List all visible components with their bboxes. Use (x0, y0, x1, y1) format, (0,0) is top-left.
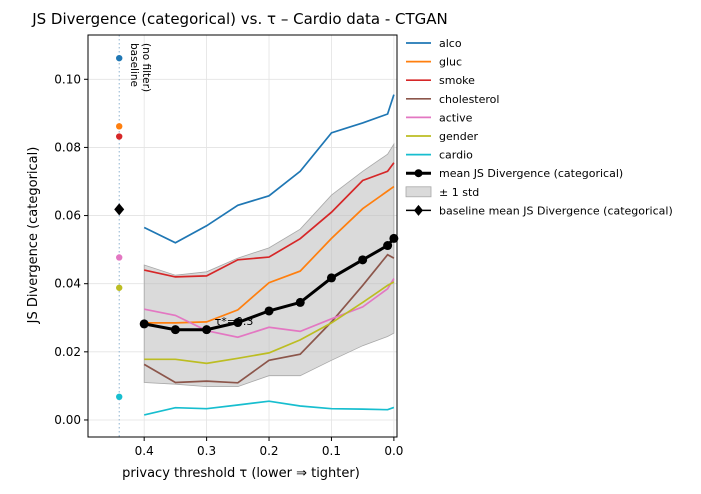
plot-area: baseline(no filter) τ*=0.3 0.4 0.3 0.2 0.1 0.0… (54, 34, 403, 458)
mean-point-6 (326, 273, 336, 283)
legend-label-smoke: smoke (439, 74, 475, 87)
legend-label-mean-js-divergence-categorical-: mean JS Divergence (categorical) (439, 167, 623, 180)
baseline-point-active (116, 254, 123, 261)
series-line-smoke (144, 162, 395, 278)
legend-label-baseline-mean-js-divergence-categorical-: baseline mean JS Divergence (categorical… (439, 204, 673, 217)
legend-marker-mean (414, 169, 423, 178)
y-axis-label: JS Divergence (categorical) (26, 147, 41, 325)
series-line-gender (144, 281, 395, 365)
y-tick-label-1: 0.02 (54, 345, 81, 359)
baseline-mean-marker (114, 203, 125, 216)
axes-frame (87, 34, 398, 438)
mean-point-1 (170, 325, 180, 335)
tau-star-annotation: τ*=0.3 (215, 315, 254, 328)
baseline-point-alco (116, 54, 123, 62)
mean-point-2 (202, 325, 212, 335)
baseline-label-line2: (no filter) (140, 43, 152, 92)
legend-label-alco: alco (439, 37, 462, 50)
series-line-cholesterol (143, 253, 395, 384)
series-line-active (144, 278, 395, 339)
x-axis-label: privacy threshold τ (lower ⇒ tighter) (122, 466, 360, 481)
y-tick-label-3: 0.06 (54, 209, 81, 223)
mean-point-5 (295, 297, 305, 307)
series-line-cardio (144, 400, 395, 416)
legend-label-cardio: cardio (439, 149, 473, 162)
legend-label-cholesterol: cholesterol (439, 93, 499, 106)
y-tick-label-0: 0.00 (54, 413, 81, 427)
y-tick-label-2: 0.04 (54, 277, 81, 291)
legend-label-gluc: gluc (439, 56, 462, 69)
baseline-point-smoke (116, 133, 123, 140)
y-tick-label-5: 0.10 (54, 72, 81, 86)
x-tick-label-0: 0.4 (135, 444, 154, 458)
legend: alco gluc smoke cholesterol active gender card… (405, 37, 673, 217)
legend-label-active: active (439, 111, 473, 124)
baseline-label: baseline(no filter) (128, 43, 152, 92)
baseline-point-gender (116, 284, 123, 291)
series-line-alco (143, 94, 395, 244)
x-tick-label-2: 0.2 (259, 444, 278, 458)
baseline-label-line1: baseline (128, 43, 140, 87)
x-tick-label-3: 0.1 (322, 444, 341, 458)
legend-swatch-std (405, 186, 432, 198)
mean-line (143, 237, 396, 332)
mean-point-8 (383, 241, 393, 251)
legend-label--1-std: ± 1 std (439, 186, 479, 199)
baseline-point-cardio (116, 393, 123, 400)
legend-marker-baseline (414, 204, 423, 216)
mean-point-4 (264, 306, 274, 316)
y-tick-label-4: 0.08 (54, 140, 81, 154)
mean-point-0 (139, 319, 149, 329)
baseline-point-gluc (116, 123, 123, 130)
mean-point-7 (358, 255, 368, 265)
mean-point-3 (233, 318, 243, 328)
chart-title: JS Divergence (categorical) vs. τ – Card… (31, 10, 448, 28)
legend-label-gender: gender (439, 130, 478, 143)
x-tick-label-4: 0.0 (384, 444, 403, 458)
x-tick-label-1: 0.3 (197, 444, 216, 458)
mean-point-9 (389, 233, 399, 243)
